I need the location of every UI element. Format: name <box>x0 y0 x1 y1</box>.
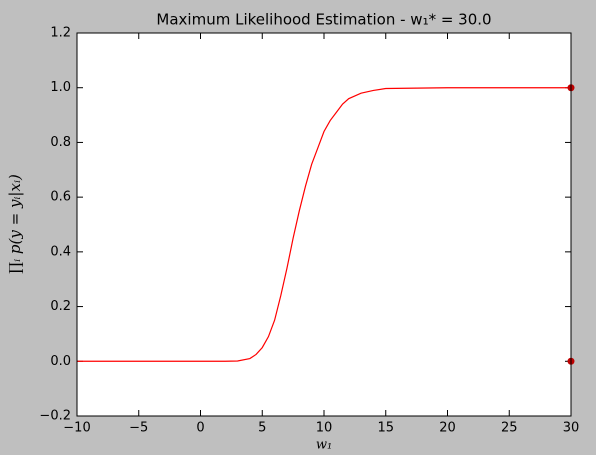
chart-title: Maximum Likelihood Estimation - w₁* = 30… <box>156 11 491 29</box>
y-tick-label: 0.0 <box>50 354 71 369</box>
x-tick-label: −10 <box>63 421 90 436</box>
x-axis-label: w₁ <box>316 438 332 453</box>
x-tick-label: 15 <box>377 421 394 436</box>
x-tick-label: 30 <box>563 421 580 436</box>
x-tick-label: 5 <box>258 421 266 436</box>
y-tick-label: 0.8 <box>50 135 71 150</box>
y-tick-label: 0.6 <box>50 190 71 205</box>
y-tick-label: 0.2 <box>50 299 71 314</box>
x-tick-label: 10 <box>316 421 333 436</box>
x-tick-label: 20 <box>439 421 456 436</box>
y-tick-label: 1.0 <box>50 80 71 95</box>
y-tick-label: 1.2 <box>50 26 71 41</box>
plot-area <box>77 33 571 416</box>
plot-frame <box>76 32 572 417</box>
y-axis-label: ∏ᵢ p(y = yᵢ|xᵢ) <box>6 174 24 274</box>
x-tick-label: 25 <box>501 421 518 436</box>
y-tick-label: −0.2 <box>39 409 71 424</box>
line <box>77 87 571 362</box>
y-tick-label: 0.4 <box>50 244 71 259</box>
x-tick-label: 0 <box>196 421 204 436</box>
x-tick-label: −5 <box>129 421 148 436</box>
